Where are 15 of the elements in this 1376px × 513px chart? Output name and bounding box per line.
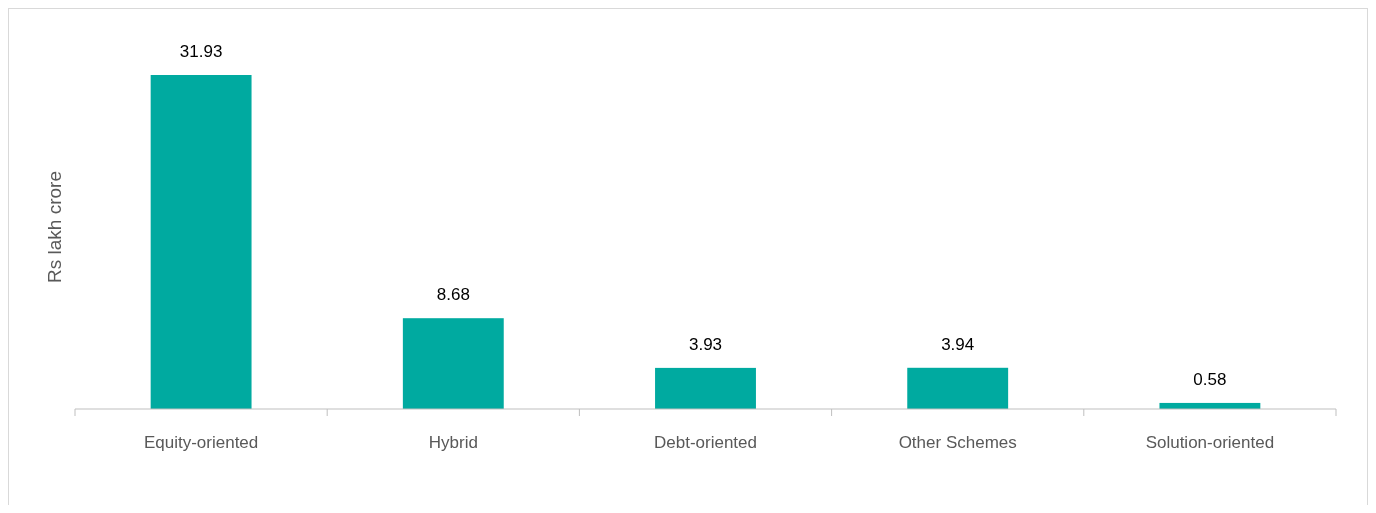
data-label: 8.68 xyxy=(436,285,470,305)
x-tick-label: Solution-oriented xyxy=(1145,433,1275,452)
data-label: 3.93 xyxy=(688,334,723,354)
data-label: 0.58 xyxy=(1193,369,1227,389)
bar xyxy=(150,75,252,409)
bar xyxy=(655,367,756,409)
x-tick-label: Hybrid xyxy=(428,433,478,452)
bar xyxy=(402,318,504,409)
x-tick-label: Debt-oriented xyxy=(653,433,758,452)
y-axis-title: Rs lakh crore xyxy=(44,171,65,283)
data-label: 3.94 xyxy=(941,334,975,354)
bar xyxy=(907,367,1009,409)
x-tick-label: Equity-oriented xyxy=(143,433,259,452)
data-label: 31.93 xyxy=(179,42,223,61)
x-tick-label: Other Schemes xyxy=(898,433,1017,452)
